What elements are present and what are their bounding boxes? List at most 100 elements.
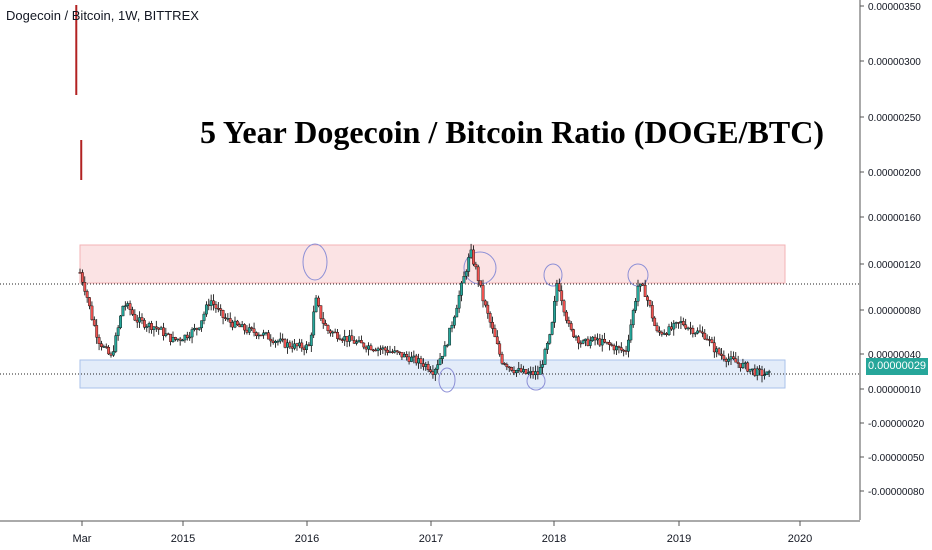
candle-body-252 (679, 321, 683, 324)
candle-body-58 (216, 307, 220, 310)
candle-body-172 (488, 313, 492, 323)
candle-body-135 (400, 352, 404, 358)
candle-body-213 (586, 338, 590, 346)
highlight-circle-4 (543, 263, 563, 287)
candle-body-287 (762, 374, 766, 376)
candle-body-10 (102, 346, 106, 348)
candle-body-28 (145, 326, 149, 328)
candle-body-246 (665, 333, 669, 336)
candle-body-69 (243, 324, 246, 331)
candle-body-112 (345, 336, 349, 342)
candle-body-39 (171, 337, 175, 342)
candle-body-164 (469, 249, 473, 258)
highlight-circle-1 (438, 367, 456, 393)
candle-body-118 (359, 340, 363, 344)
candle-body-89 (290, 346, 294, 349)
candle-body-36 (164, 333, 168, 336)
candle-body-192 (536, 371, 540, 375)
candle-body-114 (350, 335, 354, 341)
candle-body-270 (722, 355, 726, 360)
candle-body-74 (255, 332, 258, 336)
candle-body-140 (412, 355, 416, 358)
candle-body-12 (107, 347, 111, 355)
candle-body-205 (567, 320, 571, 324)
candle-body-229 (624, 350, 628, 352)
price-tick-label: -0.00000050 (868, 453, 925, 464)
candle-body-171 (486, 304, 490, 314)
candle-body-215 (591, 336, 595, 341)
price-tick-label: 0.00000120 (868, 260, 921, 271)
candle-body-180 (507, 366, 511, 369)
candle-body-260 (698, 330, 702, 333)
candle-body-274 (731, 356, 735, 359)
candle-body-54 (207, 304, 211, 307)
candle-body-23 (133, 314, 137, 321)
candle-body-206 (569, 323, 573, 330)
candle-body-70 (245, 329, 249, 333)
candle-body-25 (138, 317, 142, 323)
candle-body-266 (712, 342, 716, 353)
candle-body-258 (693, 332, 697, 335)
candle-body-165 (472, 249, 475, 265)
candle-body-131 (390, 351, 394, 353)
candle-body-209 (576, 336, 580, 344)
candle-body-273 (729, 356, 733, 360)
candle-body-244 (660, 331, 664, 335)
candle-body-16 (116, 327, 120, 336)
candle-body-96 (307, 344, 311, 346)
candle-body-153 (443, 345, 447, 357)
time-tick-label: 2020 (788, 533, 812, 545)
candle-body-13 (109, 353, 113, 356)
candle-body-115 (352, 340, 356, 344)
candle-body-3 (85, 291, 89, 298)
candle-body-18 (121, 305, 125, 317)
candle-body-253 (681, 321, 685, 326)
candle-body-37 (166, 333, 170, 335)
candle-body-286 (760, 369, 764, 376)
candle-body-289 (767, 371, 771, 373)
candle-body-259 (696, 330, 700, 334)
candle-body-2 (83, 282, 87, 292)
candle-body-68 (240, 324, 244, 328)
candle-body-113 (348, 335, 351, 342)
candle-body-158 (455, 307, 459, 318)
candle-body-80 (269, 338, 273, 342)
candle-body-91 (295, 343, 299, 347)
price-tick-label: 0.00000300 (868, 57, 921, 68)
candle-body-125 (376, 348, 380, 351)
candle-body-239 (648, 300, 652, 306)
candle-body-65 (233, 320, 237, 328)
candle-body-220 (603, 338, 607, 343)
candle-body-6 (92, 319, 96, 326)
candle-body-282 (751, 368, 754, 371)
candle-body-254 (684, 324, 688, 329)
candle-body-46 (188, 336, 192, 339)
candle-body-211 (581, 340, 585, 344)
resistance-zone (79, 244, 786, 284)
candle-body-104 (326, 325, 330, 331)
candle-body-120 (364, 346, 368, 350)
candle-body-94 (302, 347, 306, 350)
candle-body-155 (448, 327, 452, 346)
candle-body-53 (204, 304, 208, 315)
candle-body-261 (700, 331, 704, 334)
candle-body-194 (541, 364, 545, 368)
candle-body-4 (88, 297, 91, 307)
candle-body-179 (505, 364, 509, 368)
candle-body-149 (433, 369, 437, 375)
candle-body-288 (765, 371, 769, 375)
candle-body-102 (321, 318, 325, 324)
candle-body-154 (445, 344, 449, 347)
candle-body-268 (717, 348, 721, 355)
candle-body-157 (452, 316, 456, 326)
price-tick-label: 0.00000080 (868, 306, 921, 317)
candle-body-133 (395, 350, 399, 353)
candle-body-278 (741, 362, 745, 368)
candle-body-216 (593, 336, 597, 341)
candle-body-212 (584, 338, 587, 341)
candle-body-284 (755, 368, 759, 376)
candle-body-183 (514, 370, 518, 374)
candle-body-123 (371, 349, 375, 352)
candle-body-160 (460, 282, 463, 296)
